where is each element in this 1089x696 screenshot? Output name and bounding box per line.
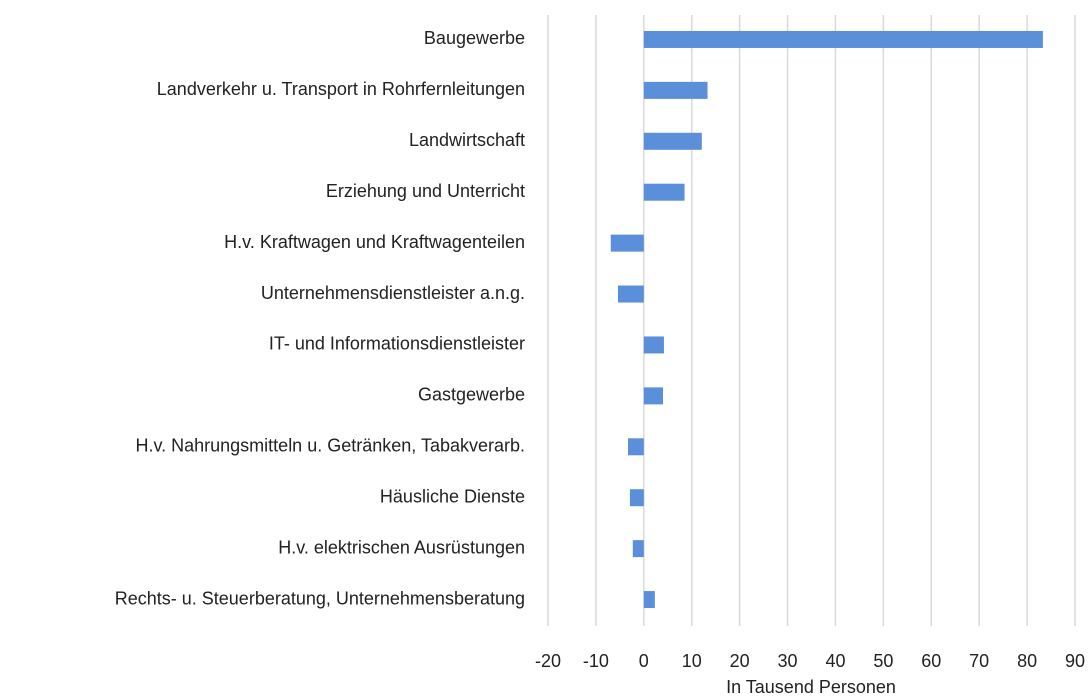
x-tick-label: 20 (730, 651, 750, 671)
x-tick-label: 0 (639, 651, 649, 671)
y-tick-label: H.v. Nahrungsmitteln u. Getränken, Tabak… (135, 436, 525, 456)
x-tick-label: 40 (825, 651, 845, 671)
y-tick-label: H.v. elektrischen Ausrüstungen (278, 537, 525, 557)
y-tick-label: Häusliche Dienste (380, 486, 525, 506)
x-axis-title: In Tausend Personen (726, 677, 896, 696)
bar (643, 183, 685, 201)
x-tick-label: 10 (682, 651, 702, 671)
bar (628, 438, 644, 456)
bar (643, 132, 702, 150)
bar (629, 489, 644, 507)
x-tick-label: 60 (921, 651, 941, 671)
y-tick-label: Landverkehr u. Transport in Rohrfernleit… (157, 79, 525, 99)
y-tick-label: Erziehung und Unterricht (326, 181, 525, 201)
bar (643, 591, 655, 609)
bar (632, 540, 644, 558)
bar (617, 285, 644, 303)
bar (610, 234, 644, 252)
y-tick-label: Rechts- u. Steuerberatung, Unternehmensb… (115, 588, 525, 608)
x-tick-label: -20 (535, 651, 561, 671)
x-tick-label: -10 (583, 651, 609, 671)
bar (643, 30, 1043, 48)
y-tick-label: H.v. Kraftwagen und Kraftwagenteilen (224, 232, 525, 252)
x-tick-label: 30 (778, 651, 798, 671)
y-tick-label: Gastgewerbe (418, 385, 525, 405)
y-tick-label: IT- und Informationsdienstleister (269, 334, 525, 354)
y-tick-label: Unternehmensdienstleister a.n.g. (261, 283, 525, 303)
bar (643, 387, 663, 405)
x-tick-label: 80 (1017, 651, 1037, 671)
x-tick-label: 50 (873, 651, 893, 671)
x-tick-label: 90 (1065, 651, 1085, 671)
bar (643, 81, 708, 99)
y-tick-label: Baugewerbe (424, 28, 525, 48)
y-tick-label: Landwirtschaft (409, 130, 525, 150)
x-tick-label: 70 (969, 651, 989, 671)
bar (643, 336, 664, 354)
